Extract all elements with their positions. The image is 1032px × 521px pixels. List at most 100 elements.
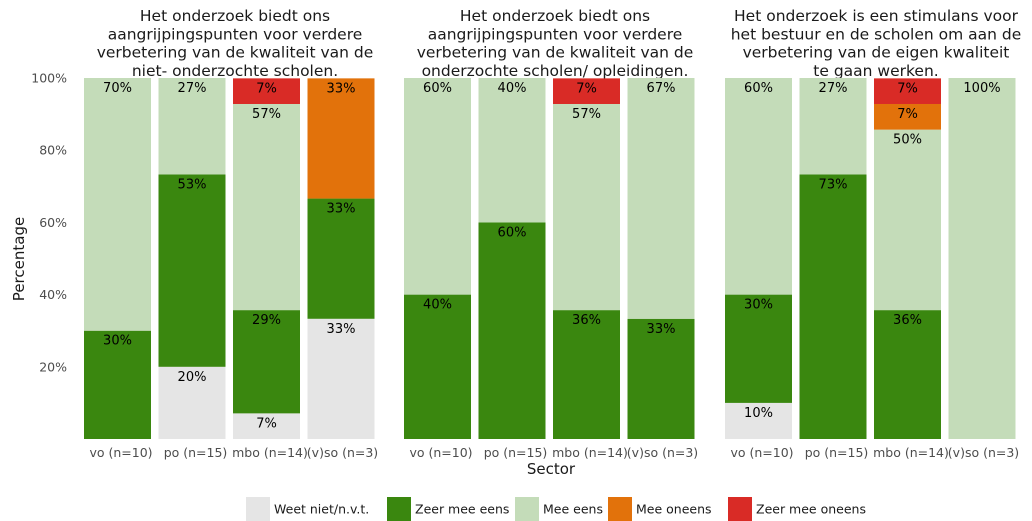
legend-swatch bbox=[246, 497, 270, 521]
y-tick-label: 80% bbox=[39, 143, 67, 158]
panel-title-line: aangrijpingspunten voor verdere bbox=[428, 25, 683, 43]
x-tick-label: vo (n=10) bbox=[409, 445, 472, 460]
bar-segment bbox=[307, 198, 375, 319]
data-label: 36% bbox=[893, 313, 922, 328]
data-label: 20% bbox=[178, 370, 207, 385]
chart-panels: Het onderzoek biedt onsaangrijpingspunte… bbox=[84, 7, 1021, 460]
x-tick-label: mbo (n=14) bbox=[552, 445, 628, 460]
panel-title-line: Het onderzoek biedt ons bbox=[460, 7, 650, 25]
x-tick-label: mbo (n=14) bbox=[873, 445, 949, 460]
bar-segment bbox=[307, 318, 375, 439]
panel-title-line: Het onderzoek biedt ons bbox=[140, 7, 330, 25]
legend-label: Mee eens bbox=[543, 502, 603, 517]
data-label: 73% bbox=[819, 177, 848, 192]
legend-swatch bbox=[728, 497, 752, 521]
panel-title-line: te gaan werken. bbox=[813, 62, 938, 80]
y-tick-label: 20% bbox=[39, 359, 67, 374]
legend-swatch bbox=[387, 497, 411, 521]
bar-segment bbox=[725, 402, 792, 439]
bar-segment bbox=[553, 78, 620, 104]
bar-segment bbox=[874, 129, 941, 311]
bar-segment bbox=[404, 294, 471, 439]
data-label: 27% bbox=[819, 81, 848, 96]
x-tick-label: vo (n=10) bbox=[730, 445, 793, 460]
x-tick-label: (v)so (n=3) bbox=[627, 445, 698, 460]
x-tick-label: po (n=15) bbox=[164, 445, 228, 460]
bar-segment bbox=[307, 78, 375, 199]
panel-title-line: verbetering van de kwaliteit van de bbox=[417, 44, 694, 62]
legend-label: Weet niet/n.v.t. bbox=[274, 502, 369, 517]
data-label: 30% bbox=[103, 334, 132, 349]
data-label: 27% bbox=[178, 81, 207, 96]
data-label: 60% bbox=[498, 225, 527, 240]
y-tick-label: 40% bbox=[39, 287, 67, 302]
x-tick-label: mbo (n=14) bbox=[232, 445, 308, 460]
bar-segment bbox=[478, 222, 546, 439]
data-label: 60% bbox=[423, 81, 452, 96]
data-label: 7% bbox=[897, 81, 918, 96]
data-label: 33% bbox=[327, 202, 356, 217]
bar-segment bbox=[158, 366, 226, 439]
bar-segment bbox=[874, 310, 941, 439]
y-tick-label: 100% bbox=[31, 71, 67, 86]
data-label: 40% bbox=[498, 81, 527, 96]
bar-segment bbox=[874, 103, 941, 130]
data-label: 7% bbox=[576, 81, 597, 96]
panel: Het onderzoek biedt onsaangrijpingspunte… bbox=[84, 7, 378, 460]
panel-title-line: Het onderzoek is een stimulans voor bbox=[734, 7, 1019, 25]
legend-label: Zeer mee eens bbox=[415, 502, 509, 517]
data-label: 10% bbox=[744, 406, 773, 421]
data-label: 33% bbox=[327, 322, 356, 337]
panel-title-line: niet- onderzochte scholen. bbox=[132, 62, 338, 80]
chart-axes: Percentage Sector 20% 40% 60% 80% 100% bbox=[10, 71, 576, 479]
legend-swatch bbox=[515, 497, 539, 521]
data-label: 7% bbox=[897, 107, 918, 122]
bar-segment bbox=[725, 78, 792, 295]
data-label: 30% bbox=[744, 298, 773, 313]
x-axis-title: Sector bbox=[527, 460, 576, 478]
bar-segment bbox=[84, 78, 151, 331]
data-label: 100% bbox=[963, 81, 1000, 96]
bar-segment bbox=[553, 310, 620, 439]
bar-segment bbox=[158, 78, 226, 175]
bar-segment bbox=[948, 78, 1016, 439]
data-label: 7% bbox=[256, 81, 277, 96]
panel-title-line: verbetering van de kwaliteit van de bbox=[97, 44, 374, 62]
legend: Weet niet/n.v.t. Zeer mee eens Mee eens Mee… bbox=[246, 497, 866, 521]
bar-segment bbox=[799, 78, 867, 175]
panel-title-line: verbetering van de eigen kwaliteit bbox=[743, 44, 1010, 62]
data-label: 57% bbox=[252, 107, 281, 122]
bar-segment bbox=[799, 174, 867, 439]
data-label: 33% bbox=[327, 81, 356, 96]
legend-label: Mee oneens bbox=[636, 502, 712, 517]
data-label: 67% bbox=[647, 81, 676, 96]
data-label: 50% bbox=[893, 133, 922, 148]
data-label: 53% bbox=[178, 177, 207, 192]
bar-segment bbox=[404, 78, 471, 295]
panel-title-line: het bestuur en de scholen om aan de bbox=[731, 25, 1022, 43]
x-tick-label: po (n=15) bbox=[484, 445, 548, 460]
data-label: 60% bbox=[744, 81, 773, 96]
y-axis-title: Percentage bbox=[10, 217, 28, 301]
bar-segment bbox=[233, 413, 300, 439]
legend-label: Zeer mee oneens bbox=[756, 502, 866, 517]
data-label: 29% bbox=[252, 313, 281, 328]
y-tick-label: 60% bbox=[39, 215, 67, 230]
data-label: 33% bbox=[647, 322, 676, 337]
data-label: 40% bbox=[423, 298, 452, 313]
panel-title-line: onderzochte scholen/ opleidingen. bbox=[422, 62, 689, 80]
bar-segment bbox=[158, 174, 226, 367]
panel-title-line: aangrijpingspunten voor verdere bbox=[108, 25, 363, 43]
data-label: 57% bbox=[572, 107, 601, 122]
x-tick-label: vo (n=10) bbox=[89, 445, 152, 460]
bar-segment bbox=[233, 78, 300, 104]
bar-segment bbox=[627, 78, 695, 319]
bar-segment bbox=[233, 103, 300, 311]
bar-segment bbox=[725, 294, 792, 403]
data-label: 36% bbox=[572, 313, 601, 328]
bar-segment bbox=[553, 103, 620, 311]
bar-segment bbox=[478, 78, 546, 223]
bar-segment bbox=[627, 318, 695, 439]
